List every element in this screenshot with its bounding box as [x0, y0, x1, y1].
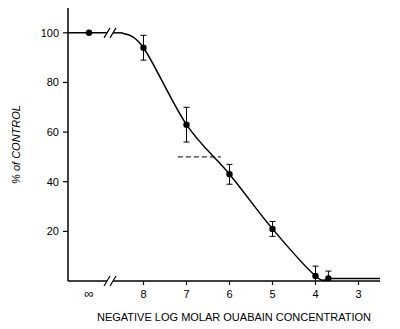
x-tick — [358, 281, 359, 285]
control-point — [86, 30, 92, 36]
point — [312, 273, 318, 279]
x-axis-label: NEGATIVE LOG MOLAR OUABAIN CONCENTRATION — [97, 311, 371, 323]
y-axis-label: % of CONTROL — [10, 105, 22, 184]
x-tick-label: 4 — [312, 288, 318, 300]
axis-break — [104, 276, 110, 286]
y-tick — [63, 131, 68, 132]
x-tick-label: 5 — [269, 288, 275, 300]
y-tick — [63, 32, 68, 33]
x-tick-label: ∞ — [84, 286, 93, 301]
x-tick — [315, 281, 316, 285]
x-axis — [113, 280, 380, 282]
y-tick-label: 80 — [47, 76, 59, 88]
x-tick — [272, 281, 273, 285]
control-line — [113, 32, 122, 34]
point — [183, 121, 189, 127]
x-tick-label: 3 — [355, 288, 361, 300]
x-axis — [68, 280, 107, 282]
y-tick-label: 40 — [47, 176, 59, 188]
error-bar — [313, 266, 319, 281]
y-tick — [63, 181, 68, 182]
chart: 20 40 60 80 100 8 7 6 5 4 3 ∞ NEGATIVE LOG MOLAR OUA… — [0, 0, 400, 329]
curve — [122, 33, 380, 281]
reference-line — [178, 156, 221, 157]
error-bar — [325, 271, 331, 281]
x-tick — [229, 281, 230, 285]
y-tick-label: 20 — [47, 225, 59, 237]
point — [226, 171, 232, 177]
x-tick — [186, 281, 187, 285]
x-tick — [143, 281, 144, 285]
y-tick-label: 60 — [47, 126, 59, 138]
error-bar — [227, 164, 233, 184]
line-break — [104, 28, 110, 38]
point — [140, 45, 146, 51]
y-tick — [63, 231, 68, 232]
line-break — [110, 28, 116, 38]
error-bar — [141, 35, 147, 60]
axis-break — [110, 276, 116, 286]
x-tick-label: 8 — [140, 288, 146, 300]
point — [325, 275, 331, 281]
plot-area — [68, 30, 380, 281]
y-axis — [67, 8, 69, 281]
error-bar — [184, 107, 190, 142]
error-bar — [270, 221, 276, 236]
x-tick-label: 6 — [226, 288, 232, 300]
y-tick-label: 100 — [41, 27, 59, 39]
x-tick-label: 7 — [183, 288, 189, 300]
y-tick — [63, 82, 68, 83]
point — [269, 226, 275, 232]
